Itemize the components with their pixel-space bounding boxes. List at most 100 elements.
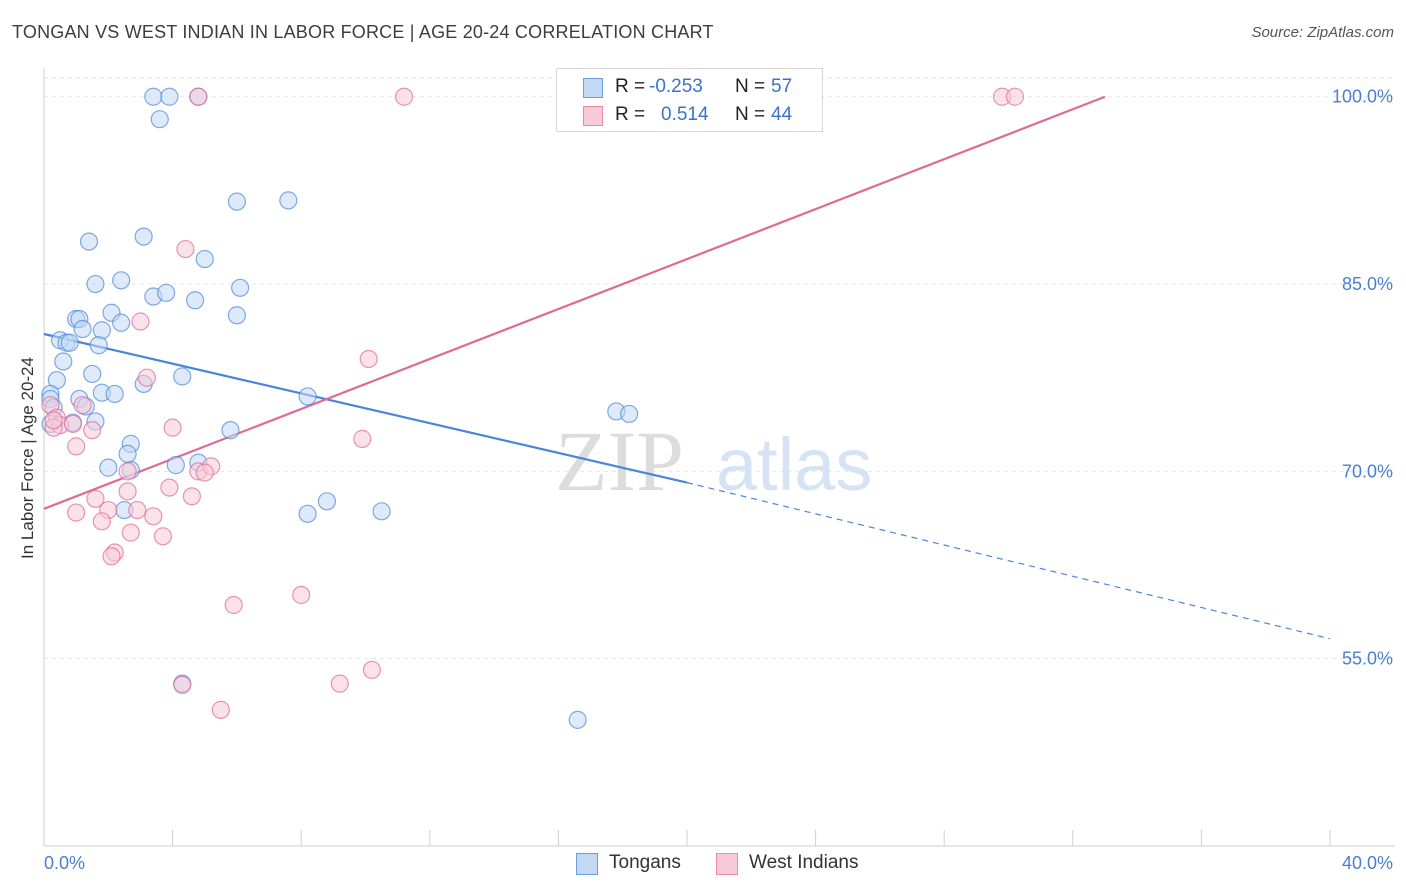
- legend-n-value: 44: [771, 104, 793, 125]
- west-indian-point: [353, 429, 372, 448]
- tongan-point: [317, 492, 337, 511]
- west-indian-point: [182, 487, 201, 506]
- west-indian-point: [173, 675, 192, 695]
- tongan-point: [150, 110, 169, 129]
- west-indian-point: [73, 396, 92, 415]
- tongan-point: [105, 384, 124, 404]
- tongan-point: [166, 456, 185, 475]
- trend-lines: [43, 95, 1331, 640]
- west-indian-point: [83, 421, 102, 440]
- source-label: Source: ZipAtlas.com: [1251, 24, 1394, 41]
- tongan-point: [79, 232, 99, 251]
- west-indian-point: [189, 87, 208, 106]
- tongan-point: [134, 227, 153, 246]
- axes: [43, 68, 1395, 847]
- data-points: [41, 87, 1025, 729]
- trend-line-dashed: [686, 482, 1331, 640]
- tongan-point: [60, 333, 79, 352]
- west-indian-point: [195, 463, 214, 482]
- tongan-point: [118, 444, 137, 463]
- y-axis-title: In Labor Force | Age 20-24: [18, 357, 37, 559]
- tongan-point: [279, 191, 298, 210]
- west-indian-point: [224, 595, 243, 615]
- gridlines: [44, 77, 1395, 660]
- west-indian-point: [211, 700, 230, 719]
- west-indian-point: [128, 500, 147, 520]
- tongan-point: [92, 321, 111, 340]
- legend-n-label: N =: [735, 104, 766, 125]
- west-indian-point: [362, 660, 382, 680]
- tongan-point: [173, 367, 192, 386]
- west-indian-point: [67, 503, 86, 522]
- west-indian-point: [137, 368, 156, 387]
- tongan-point: [231, 278, 250, 297]
- west-indian-point: [144, 507, 163, 526]
- west-indian-point: [292, 585, 311, 605]
- tongan-point: [99, 458, 118, 477]
- legend-r-value: -0.253: [649, 76, 703, 97]
- tongan-point: [227, 192, 246, 211]
- west-indian-point: [63, 414, 83, 434]
- legend-row-tongans: R = -0.253 N = 57: [557, 73, 822, 99]
- west-indian-point: [102, 547, 121, 566]
- tongan-point: [83, 364, 102, 384]
- west-indian-point: [359, 349, 378, 369]
- legend-row-west-indians: R = 0.514 N = 44: [557, 101, 822, 127]
- watermark-atlas: atlas: [716, 423, 872, 506]
- y-tick-labels: 55.0% 70.0% 85.0% 100.0%: [1332, 87, 1393, 669]
- tongan-point: [227, 306, 246, 325]
- y-tick-label: 85.0%: [1342, 274, 1393, 294]
- west-indian-point: [44, 411, 63, 430]
- tongan-point: [112, 271, 131, 290]
- tongan-point: [112, 313, 131, 332]
- tongan-point: [298, 387, 317, 406]
- west-indian-point: [330, 674, 349, 693]
- tongan-point: [73, 319, 92, 339]
- west-indian-point: [131, 312, 150, 331]
- west-indian-point: [176, 239, 195, 259]
- legend-label-tongans: Tongans: [609, 852, 681, 873]
- tongan-point: [568, 710, 587, 729]
- tongan-point: [157, 283, 176, 302]
- watermark-zip: ZIP: [555, 413, 684, 509]
- tongan-point: [144, 87, 163, 106]
- x-tick-label-min: 0.0%: [44, 853, 85, 873]
- west-indian-point: [118, 482, 137, 501]
- legend-r-label: R =: [615, 76, 646, 97]
- legend-n-value: 57: [771, 76, 793, 97]
- west-indian-point: [394, 87, 414, 106]
- y-tick-label: 70.0%: [1342, 461, 1393, 481]
- west-indian-point: [118, 462, 137, 481]
- trend-line-solid: [43, 95, 1106, 510]
- west-indian-point: [92, 512, 111, 531]
- y-tick-label: 100.0%: [1332, 87, 1393, 107]
- legend-r-label: R =: [615, 104, 646, 125]
- trend-line-solid: [43, 332, 688, 484]
- tongan-point: [186, 291, 205, 310]
- legend-swatch-west-indians: [716, 853, 738, 875]
- tongan-point: [86, 274, 105, 294]
- tongan-point: [221, 421, 240, 440]
- west-indian-point: [67, 437, 86, 456]
- west-indian-point: [153, 527, 173, 546]
- legend-swatch-west-indians: [583, 106, 603, 126]
- tongan-point: [195, 249, 214, 269]
- chart-title: TONGAN VS WEST INDIAN IN LABOR FORCE | A…: [12, 22, 714, 42]
- west-indian-point: [121, 523, 140, 542]
- watermark: ZIP atlas: [555, 413, 872, 509]
- legend-label-west-indians: West Indians: [749, 852, 859, 873]
- legend-swatch-tongans: [583, 78, 603, 98]
- correlation-legend: R = -0.253 N = 57 R = 0.514 N = 44: [556, 68, 823, 132]
- x-tick-label-max: 40.0%: [1342, 853, 1393, 873]
- tongan-point: [54, 352, 73, 371]
- tongan-point: [372, 502, 391, 521]
- tongan-point: [160, 87, 179, 106]
- west-indian-point: [86, 489, 105, 508]
- west-indian-point: [160, 478, 179, 497]
- legend-n-label: N =: [735, 76, 766, 97]
- legend-swatch-tongans: [576, 853, 598, 875]
- west-indian-point: [163, 418, 182, 437]
- tongan-point: [620, 404, 639, 424]
- tongan-point: [89, 336, 108, 355]
